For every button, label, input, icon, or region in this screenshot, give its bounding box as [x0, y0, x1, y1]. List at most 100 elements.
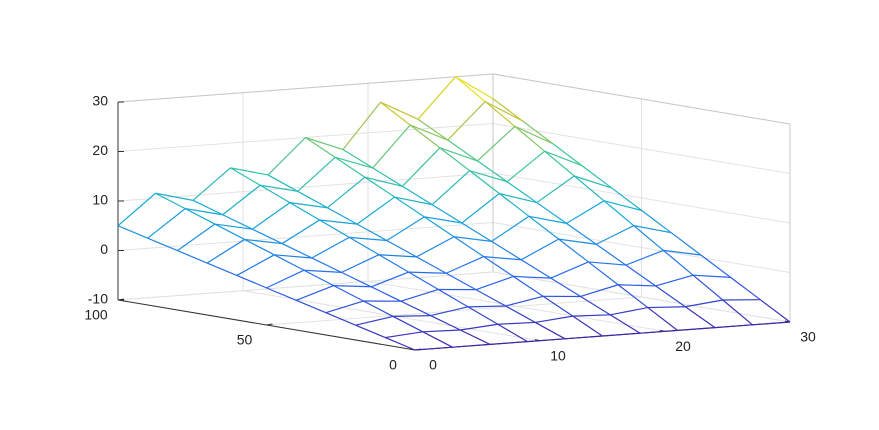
mesh-line: [550, 261, 589, 279]
mesh-line: [469, 170, 508, 183]
mesh-line: [535, 315, 573, 324]
mesh-line: [467, 306, 499, 325]
mesh-line: [266, 269, 305, 289]
mesh-line: [289, 202, 320, 221]
mesh-line: [677, 327, 716, 331]
mesh-line: [222, 184, 261, 216]
mesh-line: [370, 286, 402, 302]
mesh-line: [489, 341, 528, 345]
mesh-line: [580, 284, 619, 298]
mesh-line: [468, 305, 506, 308]
mesh-line: [611, 187, 642, 211]
mesh-line: [513, 275, 551, 279]
mesh-line: [400, 300, 431, 317]
mesh-line: [206, 238, 245, 264]
mesh-line: [633, 225, 664, 251]
mesh-line: [281, 243, 313, 259]
mesh-line: [460, 323, 498, 331]
mesh-line: [356, 223, 388, 242]
mesh-line: [274, 254, 312, 259]
mesh-line: [610, 306, 648, 316]
mesh-line: [603, 200, 642, 211]
mesh-line: [422, 329, 461, 333]
mesh-line: [416, 256, 447, 274]
mesh-line: [295, 299, 327, 314]
mesh-line: [394, 196, 425, 218]
mesh-line: [453, 236, 492, 242]
mesh-line: [692, 274, 724, 301]
mesh-line: [356, 196, 395, 225]
mesh-line: [147, 208, 186, 239]
mesh-line: [417, 76, 456, 120]
mesh-line: [355, 315, 394, 326]
mesh-line: [506, 150, 545, 183]
mesh-line: [394, 196, 433, 206]
mesh-line: [400, 288, 439, 302]
mesh-line: [552, 142, 583, 167]
mesh-line: [416, 236, 455, 258]
grid-line: [117, 172, 494, 202]
mesh-line: [641, 209, 672, 234]
mesh-line: [514, 125, 553, 144]
mesh-line: [303, 269, 334, 287]
mesh-line: [349, 236, 387, 242]
mesh-line: [542, 295, 574, 317]
mesh-line: [581, 165, 613, 189]
mesh-line: [572, 315, 603, 337]
mesh-line: [401, 147, 441, 187]
mesh-line: [214, 223, 245, 240]
mesh-line: [348, 236, 380, 256]
mesh-line: [491, 240, 522, 261]
mesh-line: [528, 215, 560, 240]
z-tick-label: 30: [92, 93, 108, 109]
box-edge: [492, 73, 791, 125]
mesh-line: [333, 285, 364, 302]
mesh-line: [393, 314, 431, 318]
x-tick-label: 0: [429, 357, 437, 373]
mesh-line: [222, 214, 253, 230]
mesh-line: [476, 125, 516, 162]
mesh-line: [378, 254, 417, 258]
mesh-line: [363, 300, 394, 317]
mesh-line: [430, 315, 461, 331]
mesh-line: [483, 256, 514, 277]
mesh-line: [184, 208, 216, 225]
mesh-line: [214, 223, 253, 230]
mesh-line: [303, 269, 342, 273]
mesh-line: [536, 175, 575, 204]
mesh-line: [431, 170, 471, 206]
mesh-line: [558, 238, 597, 245]
mesh-line: [319, 219, 350, 238]
mesh-line: [617, 284, 649, 309]
mesh-line: [497, 321, 536, 325]
mesh-line: [633, 225, 672, 234]
mesh-line: [311, 257, 342, 273]
mesh-line: [572, 314, 611, 317]
mesh-line: [460, 329, 491, 345]
mesh-line: [319, 219, 358, 225]
grid-line: [117, 222, 494, 251]
mesh-line: [230, 167, 261, 186]
z-tick-label: -10: [88, 291, 108, 307]
mesh-line: [289, 202, 328, 209]
tick-mark: [266, 323, 273, 326]
mesh-line: [461, 222, 492, 242]
mesh-line: [759, 299, 791, 323]
mesh-line: [260, 184, 298, 192]
mesh-line: [267, 137, 306, 176]
mesh-line: [455, 76, 494, 100]
mesh-line: [281, 219, 320, 245]
z-tick-label: 0: [100, 241, 108, 257]
mesh-line: [602, 332, 641, 337]
mesh-line: [380, 101, 411, 126]
mesh-line: [700, 254, 731, 278]
mesh-line: [423, 216, 455, 238]
mesh-line: [177, 250, 208, 264]
mesh-line: [305, 137, 336, 158]
mesh-line: [492, 98, 524, 122]
mesh-line: [372, 124, 411, 169]
x-tick-label: 20: [675, 338, 691, 354]
mesh-line: [573, 175, 605, 202]
mesh-line: [252, 202, 291, 230]
